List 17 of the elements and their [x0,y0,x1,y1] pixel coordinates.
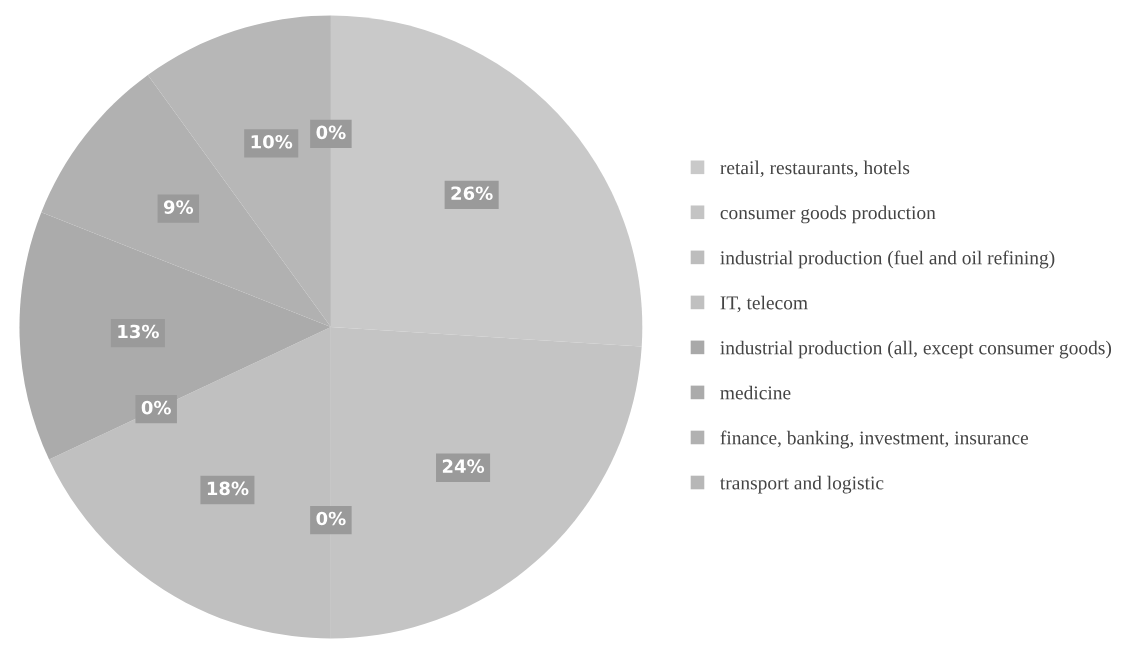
text: 0% [141,400,171,415]
data-label: 10% [251,134,293,149]
legend-label: transport and logistic [720,475,884,494]
legend-label: industrial production (all, except consumer goods) [720,340,1112,359]
data-label: 26% [451,186,493,201]
legend-label: retail, restaurants, hotels [720,160,910,178]
legend-label: finance, banking, investment, insurance [720,430,1029,449]
legend-label: industrial production (fuel and oil refining) [720,250,1055,269]
legend-label: medicine [720,385,791,400]
data-label: 18% [207,481,249,496]
text: 0% [316,125,346,140]
data-label: 24% [442,459,485,473]
legend-label: IT, telecom [720,295,808,313]
text: 0% [316,511,346,526]
data-label: 13% [118,324,159,339]
legend-label: consumer goods production [720,205,936,224]
data-label: 9% [163,200,194,214]
